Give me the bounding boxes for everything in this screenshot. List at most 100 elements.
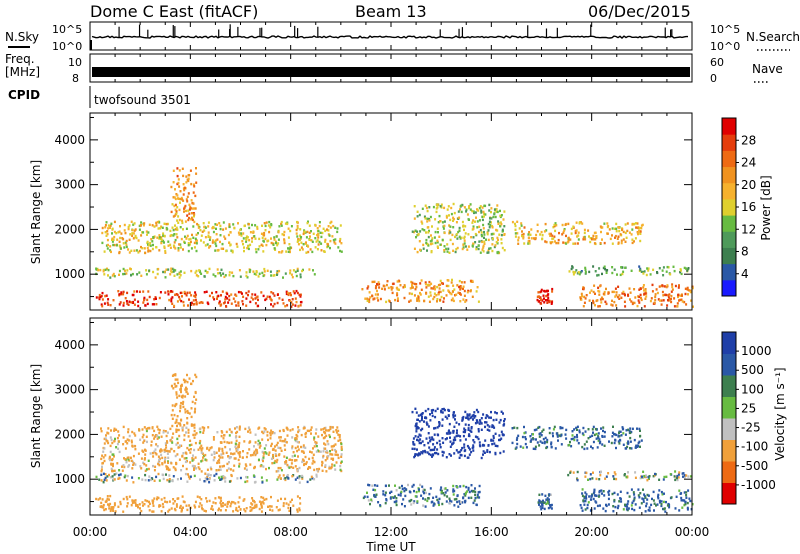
echo-cell bbox=[143, 458, 146, 461]
echo-cell bbox=[119, 502, 122, 506]
echo-cell bbox=[570, 227, 573, 231]
echo-cell bbox=[219, 234, 222, 237]
echo-cell bbox=[417, 453, 420, 457]
echo-region bbox=[101, 220, 343, 255]
echo-cell bbox=[424, 281, 427, 284]
echo-cell bbox=[220, 430, 223, 433]
echo-cell bbox=[494, 452, 497, 456]
echo-cell bbox=[318, 224, 321, 228]
echo-cell bbox=[658, 499, 661, 503]
echo-cell bbox=[319, 231, 322, 234]
echo-cell bbox=[153, 450, 156, 453]
echo-cell bbox=[244, 480, 247, 484]
echo-cell bbox=[382, 493, 385, 496]
echo-cell bbox=[459, 288, 462, 291]
echo-cell bbox=[284, 497, 287, 501]
echo-cell bbox=[320, 242, 323, 245]
power-colorbar-tick-label: 24 bbox=[741, 156, 756, 170]
echo-cell bbox=[137, 304, 140, 308]
echo-cell bbox=[118, 450, 121, 454]
echo-cell bbox=[193, 504, 196, 507]
echo-cell bbox=[670, 290, 673, 293]
echo-cell bbox=[503, 418, 506, 421]
echo-cell bbox=[252, 474, 255, 477]
echo-cell bbox=[143, 247, 146, 250]
echo-cell bbox=[113, 429, 116, 432]
echo-cell bbox=[300, 241, 303, 244]
echo-cell bbox=[602, 266, 605, 270]
echo-cell bbox=[618, 297, 621, 300]
echo-cell bbox=[422, 490, 425, 493]
echo-cell bbox=[165, 449, 168, 452]
velocity-colorbar-tick-label: -1000 bbox=[741, 478, 776, 492]
echo-cell bbox=[613, 290, 616, 294]
echo-cell bbox=[366, 495, 369, 499]
y-tick-label: 4000 bbox=[54, 133, 85, 147]
echo-cell bbox=[618, 431, 620, 434]
echo-cell bbox=[217, 248, 220, 252]
echo-cell bbox=[678, 489, 681, 492]
echo-cell bbox=[193, 436, 196, 439]
echo-cell bbox=[180, 237, 183, 241]
echo-cell bbox=[155, 224, 158, 227]
echo-cell bbox=[629, 440, 632, 443]
echo-cell bbox=[633, 223, 636, 226]
echo-cell bbox=[131, 499, 134, 502]
echo-cell bbox=[149, 249, 152, 253]
echo-cell bbox=[218, 222, 221, 225]
echo-cell bbox=[286, 291, 289, 295]
echo-cell bbox=[145, 435, 148, 438]
echo-cell bbox=[488, 220, 491, 223]
echo-cell bbox=[567, 239, 570, 242]
echo-cell bbox=[283, 241, 286, 245]
echo-cell bbox=[620, 266, 623, 269]
echo-cell bbox=[296, 227, 299, 230]
echo-cell bbox=[224, 503, 227, 506]
echo-cell bbox=[572, 242, 575, 245]
echo-cell bbox=[232, 501, 235, 504]
echo-cell bbox=[567, 236, 570, 240]
echo-cell bbox=[308, 224, 311, 227]
echo-cell bbox=[585, 471, 588, 475]
echo-cell bbox=[181, 219, 184, 222]
echo-cell bbox=[155, 246, 158, 249]
echo-cell bbox=[626, 502, 629, 506]
echo-cell bbox=[318, 221, 321, 224]
echo-cell bbox=[330, 426, 333, 429]
echo-cell bbox=[389, 491, 391, 495]
echo-cell bbox=[428, 436, 431, 439]
echo-cell bbox=[246, 452, 249, 455]
echo-cell bbox=[232, 274, 235, 278]
y-tick-label: 3000 bbox=[54, 383, 85, 397]
echo-cell bbox=[108, 498, 110, 501]
echo-cell bbox=[582, 305, 585, 308]
echo-cell bbox=[467, 233, 470, 236]
echo-cell bbox=[633, 496, 636, 499]
echo-cell bbox=[411, 447, 414, 450]
echo-cell bbox=[122, 443, 125, 446]
echo-cell bbox=[262, 455, 265, 458]
echo-cell bbox=[263, 222, 266, 225]
echo-cell bbox=[180, 510, 183, 513]
echo-cell bbox=[110, 438, 113, 442]
echo-cell bbox=[295, 232, 298, 235]
echo-cell bbox=[418, 433, 421, 436]
echo-cell bbox=[488, 450, 491, 454]
echo-cell bbox=[181, 295, 183, 298]
echo-cell bbox=[246, 476, 249, 479]
echo-cell bbox=[683, 503, 686, 507]
echo-cell bbox=[420, 288, 423, 291]
echo-cell bbox=[158, 459, 161, 463]
echo-cell bbox=[256, 225, 259, 229]
echo-cell bbox=[527, 236, 530, 239]
echo-cell bbox=[637, 488, 640, 491]
echo-cell bbox=[492, 215, 495, 219]
echo-cell bbox=[575, 269, 578, 272]
echo-cell bbox=[178, 169, 181, 172]
echo-cell bbox=[175, 391, 178, 394]
echo-cell bbox=[181, 495, 184, 498]
echo-cell bbox=[194, 402, 197, 405]
echo-cell bbox=[291, 455, 294, 458]
echo-cell bbox=[582, 426, 585, 430]
echo-cell bbox=[464, 501, 467, 504]
